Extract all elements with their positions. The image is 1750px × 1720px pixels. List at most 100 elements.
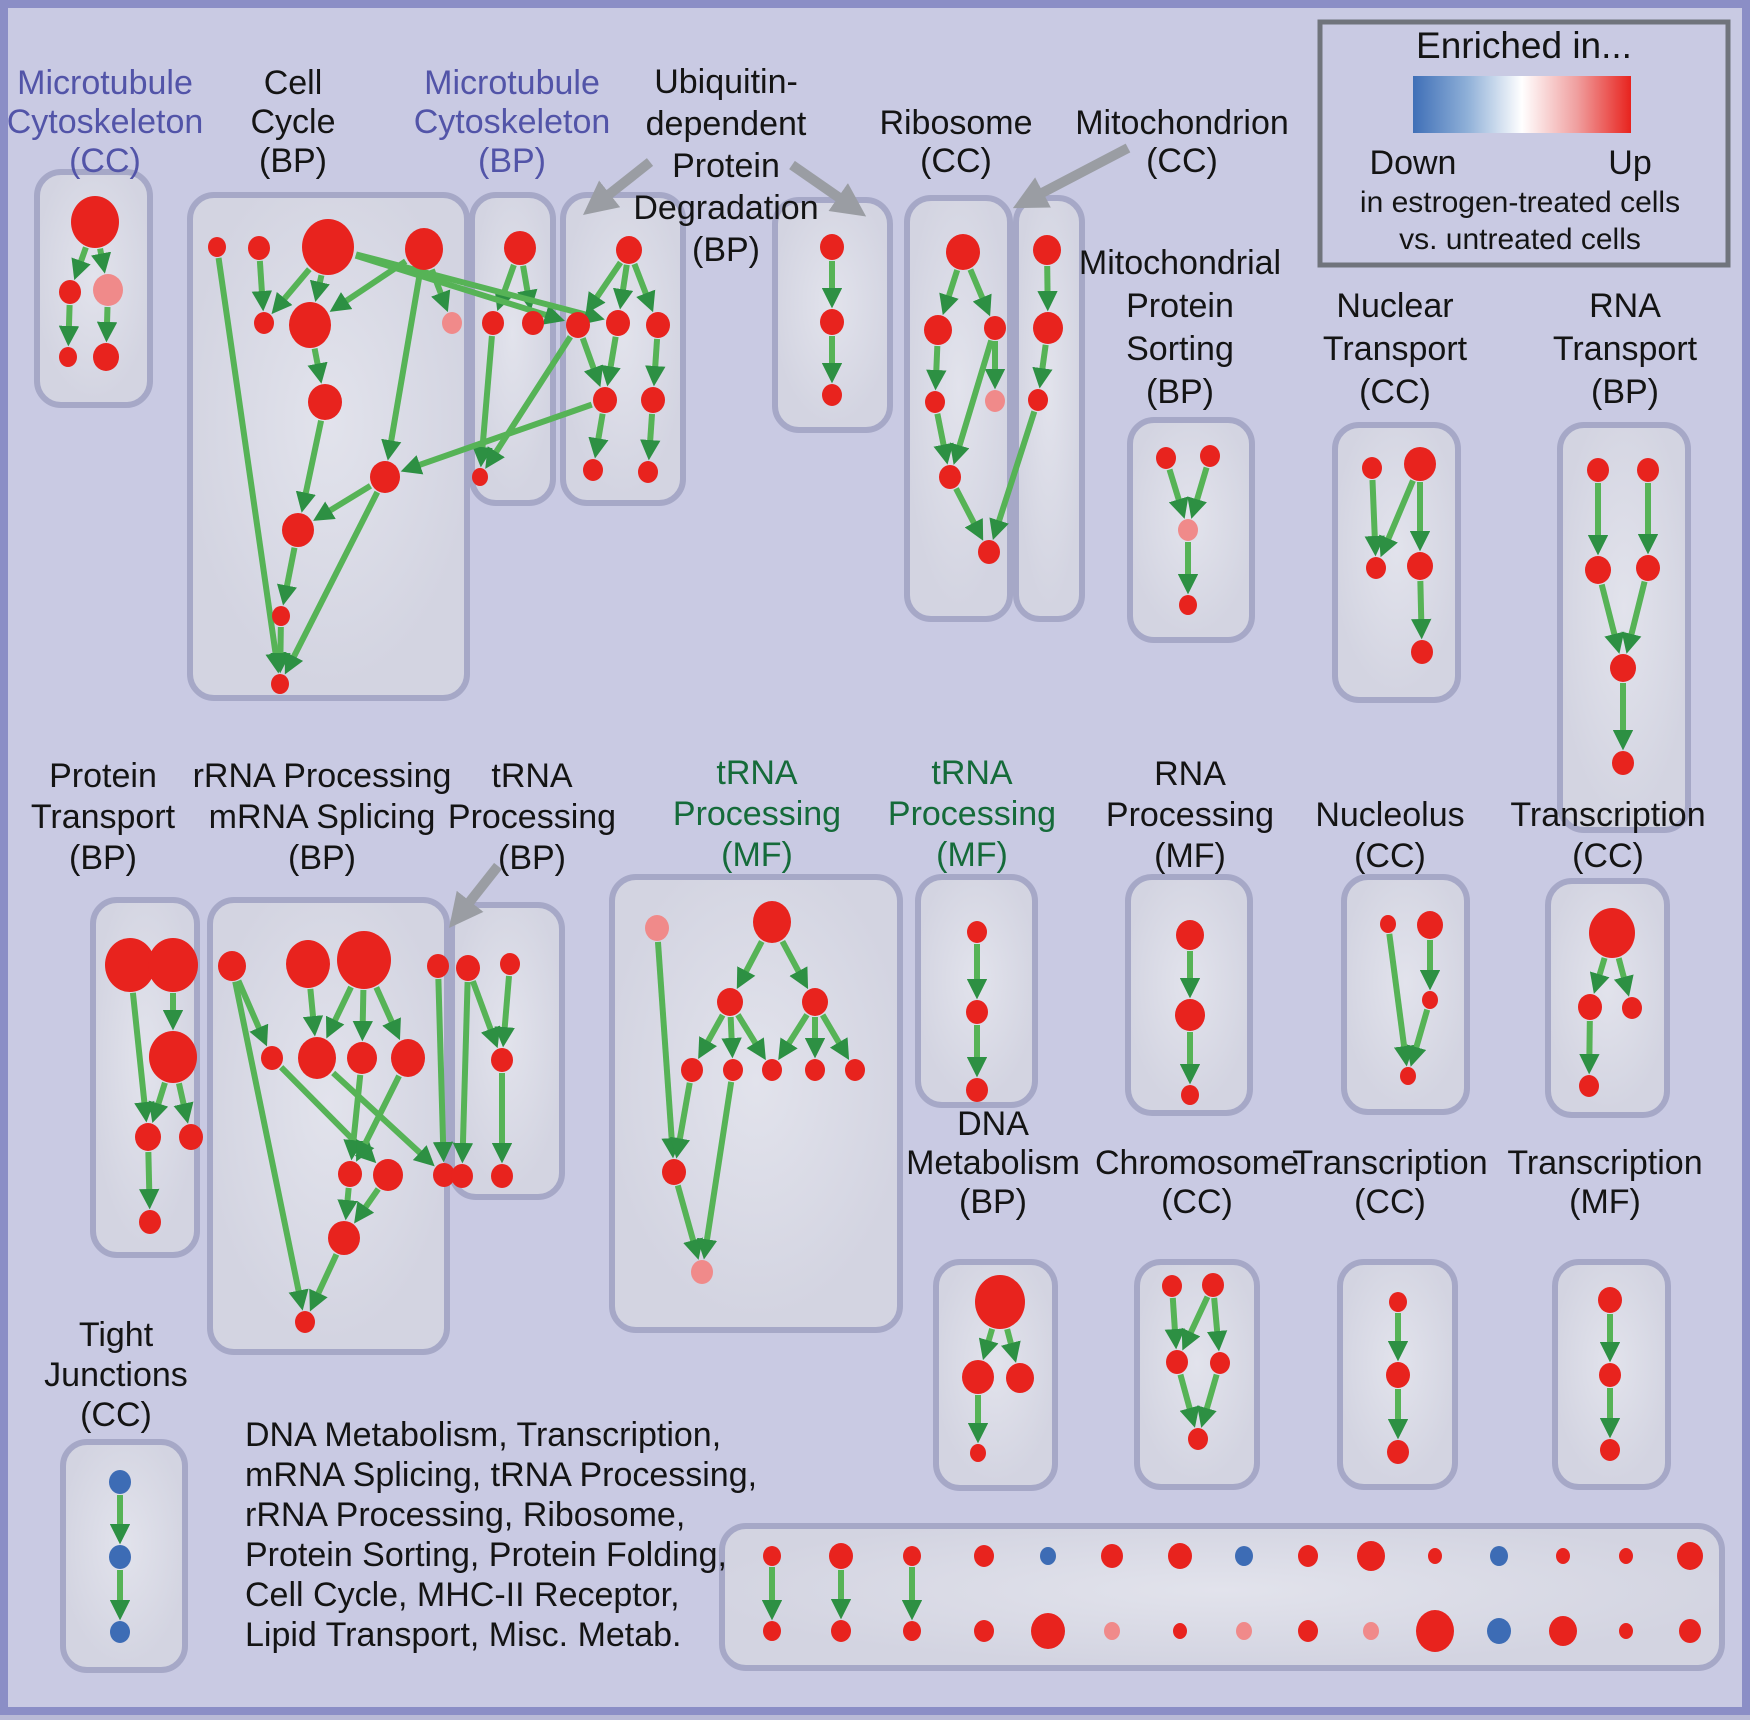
cluster-label-ribosome-cc-line0: Ribosome: [879, 104, 1032, 142]
node-trna-processing-mf-1-7: [805, 1059, 825, 1081]
cluster-label-rna-processing-mf-line1: Processing: [1106, 796, 1274, 834]
edge-ubiquitin-degradation-bp-5: [655, 339, 657, 368]
cluster-label-nuclear-transport-cc-line1: Transport: [1323, 330, 1468, 368]
edge-chromosome-cc-2: [1214, 1298, 1217, 1333]
node-chromosome-cc-1: [1202, 1273, 1224, 1297]
node-microtubule-cytoskeleton-bp-2: [522, 311, 544, 335]
node-tight-junctions-cc-0: [109, 1470, 131, 1494]
cluster-label-trna-processing-mf-2-line2: (MF): [936, 836, 1008, 874]
node-summary-matrix-16: [831, 1620, 851, 1642]
cluster-label-ubiquitin-degradation-bp-line1: dependent: [646, 105, 807, 143]
edge-microtubule-cytoskeleton-cc-1: [100, 249, 101, 256]
node-cell-cycle-bp-0: [208, 237, 226, 257]
node-summary-matrix-1: [829, 1543, 853, 1569]
cluster-label-ubiquitin-degradation-bp-line0: Ubiquitin-: [654, 63, 798, 101]
cluster-label-mitochondrial-protein-sorting-bp-line1: Protein: [1126, 287, 1234, 325]
node-mitochondrial-protein-sorting-bp-1: [1200, 445, 1220, 467]
node-summary-matrix-17: [903, 1621, 921, 1641]
node-ribosome-cc-3: [925, 391, 945, 413]
cluster-label-trna-processing-bp-line0: tRNA: [491, 757, 573, 795]
node-summary-matrix-2: [903, 1546, 921, 1566]
node-nuclear-transport-cc-3: [1407, 552, 1433, 580]
node-trna-processing-mf-1-9: [662, 1159, 686, 1185]
node-summary-matrix-12: [1556, 1548, 1570, 1564]
node-rrna-processing-mrna-splicing-bp-8: [338, 1161, 362, 1187]
node-rna-transport-bp-4: [1610, 654, 1636, 682]
node-transcription-cc-mid-0: [1589, 908, 1635, 958]
node-microtubule-cytoskeleton-bp-1: [482, 311, 504, 335]
note-line-4: Cell Cycle, MHC-II Receptor,: [245, 1576, 680, 1614]
node-summary-matrix-6: [1168, 1543, 1192, 1569]
cluster-box-summary-matrix: [722, 1526, 1722, 1668]
node-ribosome-cc-6: [978, 540, 1000, 564]
node-rna-processing-mf-2: [1181, 1085, 1199, 1105]
node-ribosome-cc-2: [984, 316, 1006, 340]
node-summary-matrix-19: [1031, 1613, 1065, 1649]
node-summary-matrix-14: [1677, 1542, 1703, 1570]
cluster-label-ubiquitin-degradation-bp-line3: Degradation: [633, 189, 818, 227]
node-nucleolus-cc-2: [1422, 991, 1438, 1009]
node-nucleolus-cc-1: [1417, 911, 1443, 939]
node-rna-transport-bp-2: [1585, 556, 1611, 584]
node-rna-transport-bp-0: [1587, 458, 1609, 482]
cluster-label-mitochondrial-protein-sorting-bp-line3: (BP): [1146, 373, 1214, 411]
node-summary-matrix-5: [1101, 1544, 1123, 1568]
node-transcription-cc-1: [1386, 1362, 1410, 1388]
note-line-3: Protein Sorting, Protein Folding,: [245, 1536, 727, 1574]
node-mitochondrion-cc-2: [1028, 389, 1048, 411]
node-rrna-processing-mrna-splicing-bp-9: [373, 1159, 403, 1191]
node-cell-cycle-bp-2: [302, 219, 354, 275]
note-line-0: DNA Metabolism, Transcription,: [245, 1416, 721, 1454]
cluster-label-transcription-mf-line0: Transcription: [1507, 1144, 1702, 1182]
node-summary-matrix-27: [1549, 1616, 1577, 1646]
node-cell-cycle-bp-11: [442, 312, 462, 334]
node-chromosome-cc-0: [1162, 1275, 1182, 1297]
cluster-label-mitochondrion-cc-line0: Mitochondrion: [1075, 104, 1289, 142]
cluster-label-microtubule-cytoskeleton-cc-line1: Cytoskeleton: [7, 103, 204, 141]
legend-up-label: Up: [1608, 144, 1651, 182]
node-trna-processing-mf-1-4: [681, 1058, 703, 1082]
node-chromosome-cc-4: [1188, 1428, 1208, 1450]
cluster-label-microtubule-cytoskeleton-cc-line2: (CC): [69, 142, 141, 180]
node-ubiquitin-degradation-bp-6: [583, 459, 603, 481]
cluster-label-dna-metabolism-bp-line0: DNA: [957, 1105, 1029, 1143]
node-protein-transport-bp-0: [105, 938, 155, 992]
node-summary-matrix-22: [1236, 1622, 1252, 1640]
cluster-label-cell-cycle-bp-line0: Cell: [264, 64, 323, 102]
node-trna-processing-bp-3: [451, 1164, 473, 1188]
node-nuclear-transport-cc-0: [1362, 457, 1382, 479]
node-tight-junctions-cc-1: [109, 1545, 131, 1569]
cluster-label-transcription-cc-mid-line1: (CC): [1572, 837, 1644, 875]
cluster-label-tight-junctions-cc-line1: Junctions: [44, 1356, 188, 1394]
cluster-label-protein-transport-bp-line1: Transport: [31, 798, 176, 836]
edge-ubiquitin-degradation-bp-1: [623, 265, 627, 292]
cluster-label-rna-processing-mf-line0: RNA: [1154, 755, 1226, 793]
node-summary-matrix-18: [974, 1620, 994, 1642]
cluster-label-nuclear-transport-cc-line0: Nuclear: [1336, 287, 1453, 325]
node-tight-junctions-cc-2: [110, 1621, 130, 1643]
node-mitochondrial-protein-sorting-bp-2: [1178, 519, 1198, 541]
node-rrna-processing-mrna-splicing-bp-3: [427, 954, 449, 978]
node-cell-cycle-bp-1: [248, 236, 270, 260]
cluster-label-transcription-cc-line1: (CC): [1354, 1183, 1426, 1221]
node-transcription-cc-mid-3: [1579, 1075, 1599, 1097]
node-trna-processing-mf-1-10: [691, 1260, 713, 1284]
node-transcription-cc-0: [1389, 1292, 1407, 1312]
node-summary-matrix-24: [1363, 1622, 1379, 1640]
cluster-label-trna-processing-bp-line2: (BP): [498, 839, 566, 877]
node-summary-matrix-7: [1235, 1546, 1253, 1566]
node-ubiquitin-degradation-bp-5: [641, 387, 665, 413]
cluster-label-trna-processing-mf-2-line1: Processing: [888, 795, 1056, 833]
cluster-label-cell-cycle-bp-line2: (BP): [259, 142, 327, 180]
cluster-label-microtubule-cytoskeleton-bp-line2: (BP): [478, 142, 546, 180]
node-microtubule-cytoskeleton-cc-0: [71, 196, 119, 248]
node-ubiquitin-degradation-bp-1: [566, 312, 590, 338]
node-summary-matrix-0: [763, 1546, 781, 1566]
node-ubiquitin-degradation-bp-3: [646, 312, 670, 338]
edge-cell-cycle-bp-3: [319, 275, 321, 284]
node-trna-processing-mf-2-2: [966, 1078, 988, 1102]
cluster-box-nuclear-transport-cc: [1335, 425, 1458, 700]
